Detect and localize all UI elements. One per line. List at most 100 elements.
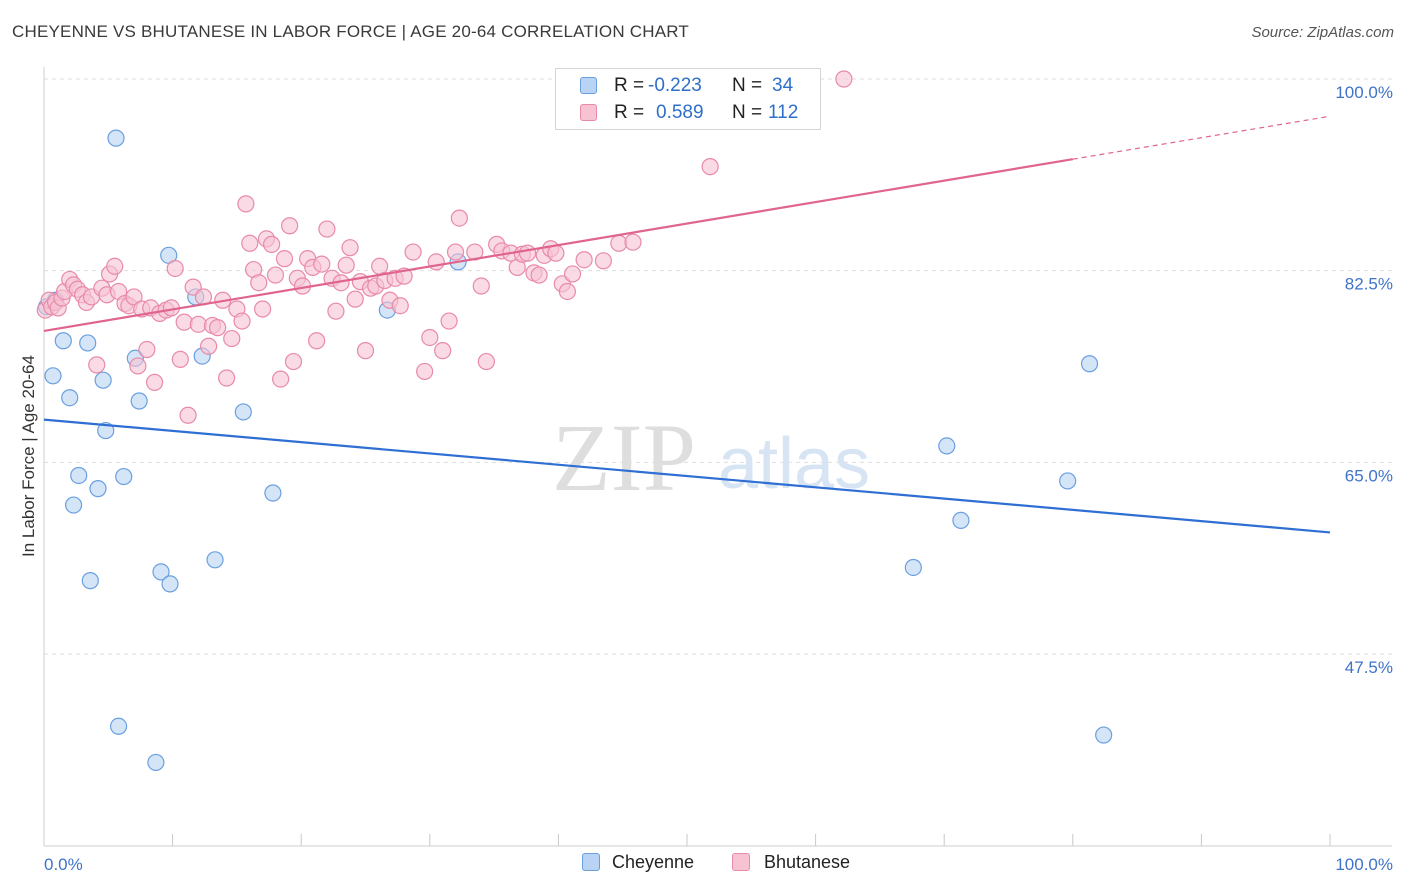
cheyenne-points <box>37 129 1113 772</box>
cheyenne-point <box>206 551 224 569</box>
cheyenne-point <box>161 575 179 593</box>
bhutanese-point <box>166 259 184 278</box>
y-tick-label: 65.0% <box>1345 466 1393 485</box>
bhutanese-point <box>138 340 156 359</box>
bhutanese-point <box>327 302 345 320</box>
legend-box: R = -0.223 N = 34 R = 0.589 N = 112 <box>555 68 821 130</box>
bhutanese-point <box>284 352 303 371</box>
bhutanese-point <box>223 329 241 348</box>
bhutanese-point <box>337 256 355 274</box>
bhutanese-point <box>427 253 445 271</box>
bhutanese-point <box>272 370 290 388</box>
y-tick-label: 82.5% <box>1345 275 1393 294</box>
bhutanese-point <box>275 250 294 268</box>
legend-row-bhutanese: R = 0.589 N = 112 <box>556 100 822 126</box>
bhutanese-swatch <box>580 104 597 121</box>
legend-n-label: N = <box>732 75 763 96</box>
bhutanese-point <box>237 195 255 213</box>
y-tick-label: 47.5% <box>1345 658 1393 677</box>
bhutanese-point <box>189 315 207 333</box>
watermark-zip: ZIP <box>552 404 696 511</box>
bhutanese-point <box>371 257 389 275</box>
bhutanese-point <box>233 312 251 330</box>
legend-row-cheyenne: R = -0.223 N = 34 <box>556 73 822 99</box>
cheyenne-point <box>1095 726 1113 744</box>
cheyenne-point <box>70 466 88 485</box>
bhutanese-point <box>610 234 628 252</box>
bhutanese-point <box>106 257 124 275</box>
cheyenne-legend-label: Cheyenne <box>612 852 695 872</box>
source-label: Source: ZipAtlas.com <box>1251 24 1394 41</box>
bottom-legend: Cheyenne Bhutanese <box>582 852 882 876</box>
cheyenne-point <box>94 371 112 389</box>
legend-r-value: 0.589 <box>656 102 704 123</box>
cheyenne-point <box>81 572 99 590</box>
bhutanese-point <box>241 234 259 252</box>
bhutanese-point <box>200 337 218 355</box>
legend-r-label: R = <box>614 75 645 96</box>
bhutanese-point <box>171 350 189 368</box>
cheyenne-point <box>61 389 79 407</box>
cheyenne-point <box>64 496 83 514</box>
cheyenne-point <box>44 367 62 385</box>
bhutanese-point <box>346 290 364 308</box>
cheyenne-point <box>952 511 970 529</box>
cheyenne-legend-swatch <box>582 853 600 871</box>
cheyenne-trend-line <box>43 418 1331 534</box>
bhutanese-point <box>404 243 422 261</box>
cheyenne-point <box>115 467 133 486</box>
bhutanese-point <box>477 352 495 371</box>
trend-layer <box>43 115 1331 534</box>
bhutanese-point <box>313 255 331 273</box>
cheyenne-point <box>264 484 282 502</box>
bhutanese-point <box>266 266 285 284</box>
axis-layer <box>43 67 1392 847</box>
cheyenne-point <box>1059 472 1077 490</box>
bhutanese-point <box>391 297 409 315</box>
bhutanese-point <box>145 373 164 391</box>
bhutanese-point <box>341 239 359 257</box>
bhutanese-point <box>129 357 147 375</box>
cheyenne-swatch <box>580 77 597 94</box>
bhutanese-point <box>218 369 236 387</box>
y-axis-label: In Labor Force | Age 20-64 <box>19 355 38 557</box>
bhutanese-point <box>254 300 272 318</box>
bhutanese-trend-extension <box>1072 115 1331 160</box>
bhutanese-point <box>209 319 227 337</box>
legend-r-label: R = <box>614 102 645 123</box>
legend-n-value: 112 <box>768 102 799 123</box>
bhutanese-point <box>308 332 326 350</box>
label-layer: 47.5% 65.0% 82.5% 100.0% 0.0% 100.0% <box>44 83 1393 874</box>
bhutanese-point <box>434 342 452 360</box>
watermark: ZIP atlas <box>552 404 870 511</box>
bhutanese-legend-swatch <box>732 853 750 871</box>
bhutanese-point <box>530 266 548 284</box>
bhutanese-point <box>250 274 268 292</box>
bhutanese-legend-label: Bhutanese <box>764 852 851 872</box>
cheyenne-point <box>904 558 922 577</box>
bhutanese-point <box>563 265 582 283</box>
bhutanese-point <box>450 209 468 227</box>
bhutanese-point <box>440 312 458 330</box>
cheyenne-point <box>79 334 97 352</box>
bhutanese-point <box>701 158 719 176</box>
bhutanese-point <box>835 70 853 88</box>
bhutanese-point <box>318 220 336 238</box>
x-tick-label: 0.0% <box>44 855 83 874</box>
cheyenne-point <box>107 129 125 147</box>
bhutanese-point <box>575 251 593 269</box>
bhutanese-point <box>125 288 143 306</box>
bhutanese-point <box>263 235 281 253</box>
bhutanese-trend-line <box>43 158 1073 332</box>
chart-title: CHEYENNE VS BHUTANESE IN LABOR FORCE | A… <box>12 22 689 41</box>
cheyenne-point <box>1080 355 1099 373</box>
bhutanese-point <box>416 362 434 381</box>
bhutanese-point <box>179 406 197 424</box>
cheyenne-point <box>54 332 72 350</box>
y-tick-label: 100.0% <box>1335 83 1393 102</box>
cheyenne-point <box>97 421 115 440</box>
legend-r-value: -0.223 <box>648 75 702 96</box>
bhutanese-point <box>558 282 577 301</box>
cheyenne-point <box>130 392 148 410</box>
cheyenne-point <box>147 753 165 772</box>
